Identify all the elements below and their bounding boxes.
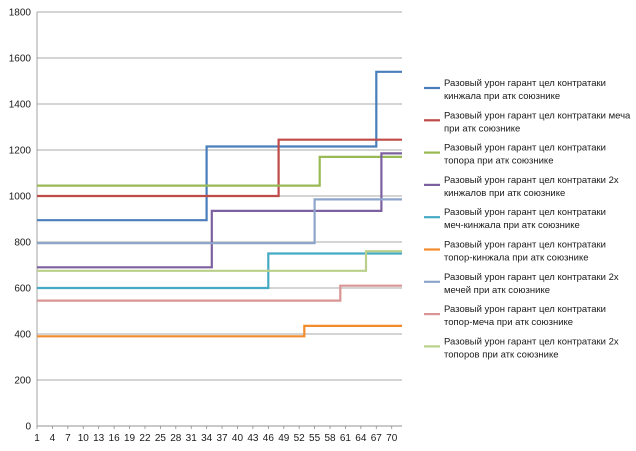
axes [36,12,402,427]
x-tick-label: 52 [294,433,306,444]
x-tick-label: 16 [109,433,121,444]
x-tick-label: 67 [371,433,383,444]
x-tick-label: 4 [50,433,56,444]
legend-label: Разовый урон гарант цел контратаки меч-ки… [444,207,606,231]
legend-label: Разовый урон гарант цел контратаки топор-… [444,304,606,328]
y-tick-label: 1200 [9,146,32,157]
x-tick-label: 55 [309,433,321,444]
x-tick-label: 1 [34,433,40,444]
x-tick-label: 28 [170,433,182,444]
series-line-6 [37,324,402,338]
x-tick-label: 37 [217,433,229,444]
y-tick-label: 1800 [9,8,32,19]
x-tick-label: 34 [201,433,213,444]
x-tick-label: 43 [247,433,259,444]
series-line-7 [37,198,402,245]
series-line-2 [37,138,402,198]
x-tick-label: 58 [324,433,336,444]
x-tick-label: 7 [65,433,71,444]
series-lines [37,70,402,338]
x-tick-label: 10 [78,433,90,444]
y-tick-label: 1600 [9,54,32,65]
y-tick-label: 400 [14,330,31,341]
series-line-3 [37,155,402,187]
x-tick-label: 70 [386,433,398,444]
legend-label: Разовый урон гарант цел контратаки топор-… [444,240,606,264]
legend-label: Разовый урон гарант цел контратаки 2х топ… [444,336,619,360]
legend-label: Разовый урон гарант цел контратаки 2х кин… [444,175,619,199]
legend-label: Разовый урон гарант цел контратаки меча п… [444,110,631,134]
series-line-9 [37,250,402,272]
series-line-4 [37,152,402,269]
series-line-1 [37,70,402,222]
gridlines [37,11,402,427]
y-tick-label: 1400 [9,100,32,111]
y-tick-label: 600 [14,284,31,295]
x-tick-label: 46 [263,433,275,444]
y-axis-ticks: 0 200 400 600 800 1000 1200 1400 1600 1800 [9,8,32,433]
x-tick-label: 25 [155,433,167,444]
x-tick-label: 22 [139,433,151,444]
x-tick-label: 13 [93,433,105,444]
x-tick-label: 49 [278,433,290,444]
x-tick-label: 40 [232,433,244,444]
x-tick-label: 19 [124,433,136,444]
legend: Разовый урон гарант цел контратаки кинжал… [424,78,631,360]
x-tick-label: 64 [355,433,367,444]
series-line-8 [37,284,402,302]
y-tick-label: 0 [25,422,31,433]
legend-label: Разовый урон гарант цел контратаки топора… [444,143,606,167]
legend-label: Разовый урон гарант цел контратаки 2х меч… [444,272,619,296]
y-tick-label: 1000 [9,192,32,203]
y-tick-label: 200 [14,376,31,387]
x-tick-label: 61 [340,433,352,444]
x-axis-ticks: 1 4 7 10 13 16 19 22 25 28 31 34 37 40 43 46 49 52 55 58 61 6… [34,426,398,444]
x-tick-label: 31 [186,433,198,444]
y-tick-label: 800 [14,238,31,249]
legend-label: Разовый урон гарант цел контратаки кинжал… [444,78,606,102]
